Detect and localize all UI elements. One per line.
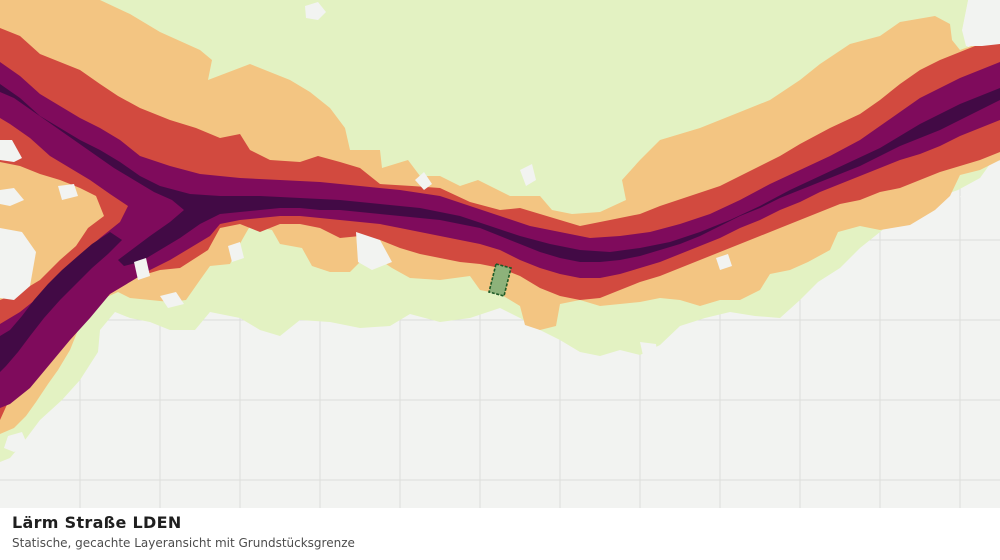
map-gap [58, 184, 78, 200]
map-gap [0, 140, 22, 162]
map-caption: Lärm Straße LDEN Statische, gecachte Lay… [0, 508, 1000, 560]
map-gap [4, 432, 28, 452]
noise-map[interactable] [0, 0, 1000, 508]
map-gap [0, 188, 24, 206]
map-gap [356, 232, 392, 270]
map-gap [134, 258, 150, 280]
map-subtitle: Statische, gecachte Layeransicht mit Gru… [12, 536, 355, 550]
map-gap [962, 12, 1000, 46]
map-gap [960, 194, 976, 210]
map-gap [415, 172, 432, 190]
map-gap [160, 292, 184, 308]
map-gap [520, 164, 536, 186]
map-gap [305, 2, 326, 20]
map-gap [640, 342, 658, 360]
map-gap [228, 242, 244, 262]
map-gap [716, 254, 732, 270]
map-title: Lärm Straße LDEN [12, 513, 182, 532]
noise-band-highest-branch [0, 232, 122, 372]
parcel-boundary[interactable] [488, 263, 512, 297]
map-gap [0, 228, 36, 300]
noise-band-highest [0, 84, 1000, 266]
noise-band-lowest-upper [100, 0, 968, 214]
